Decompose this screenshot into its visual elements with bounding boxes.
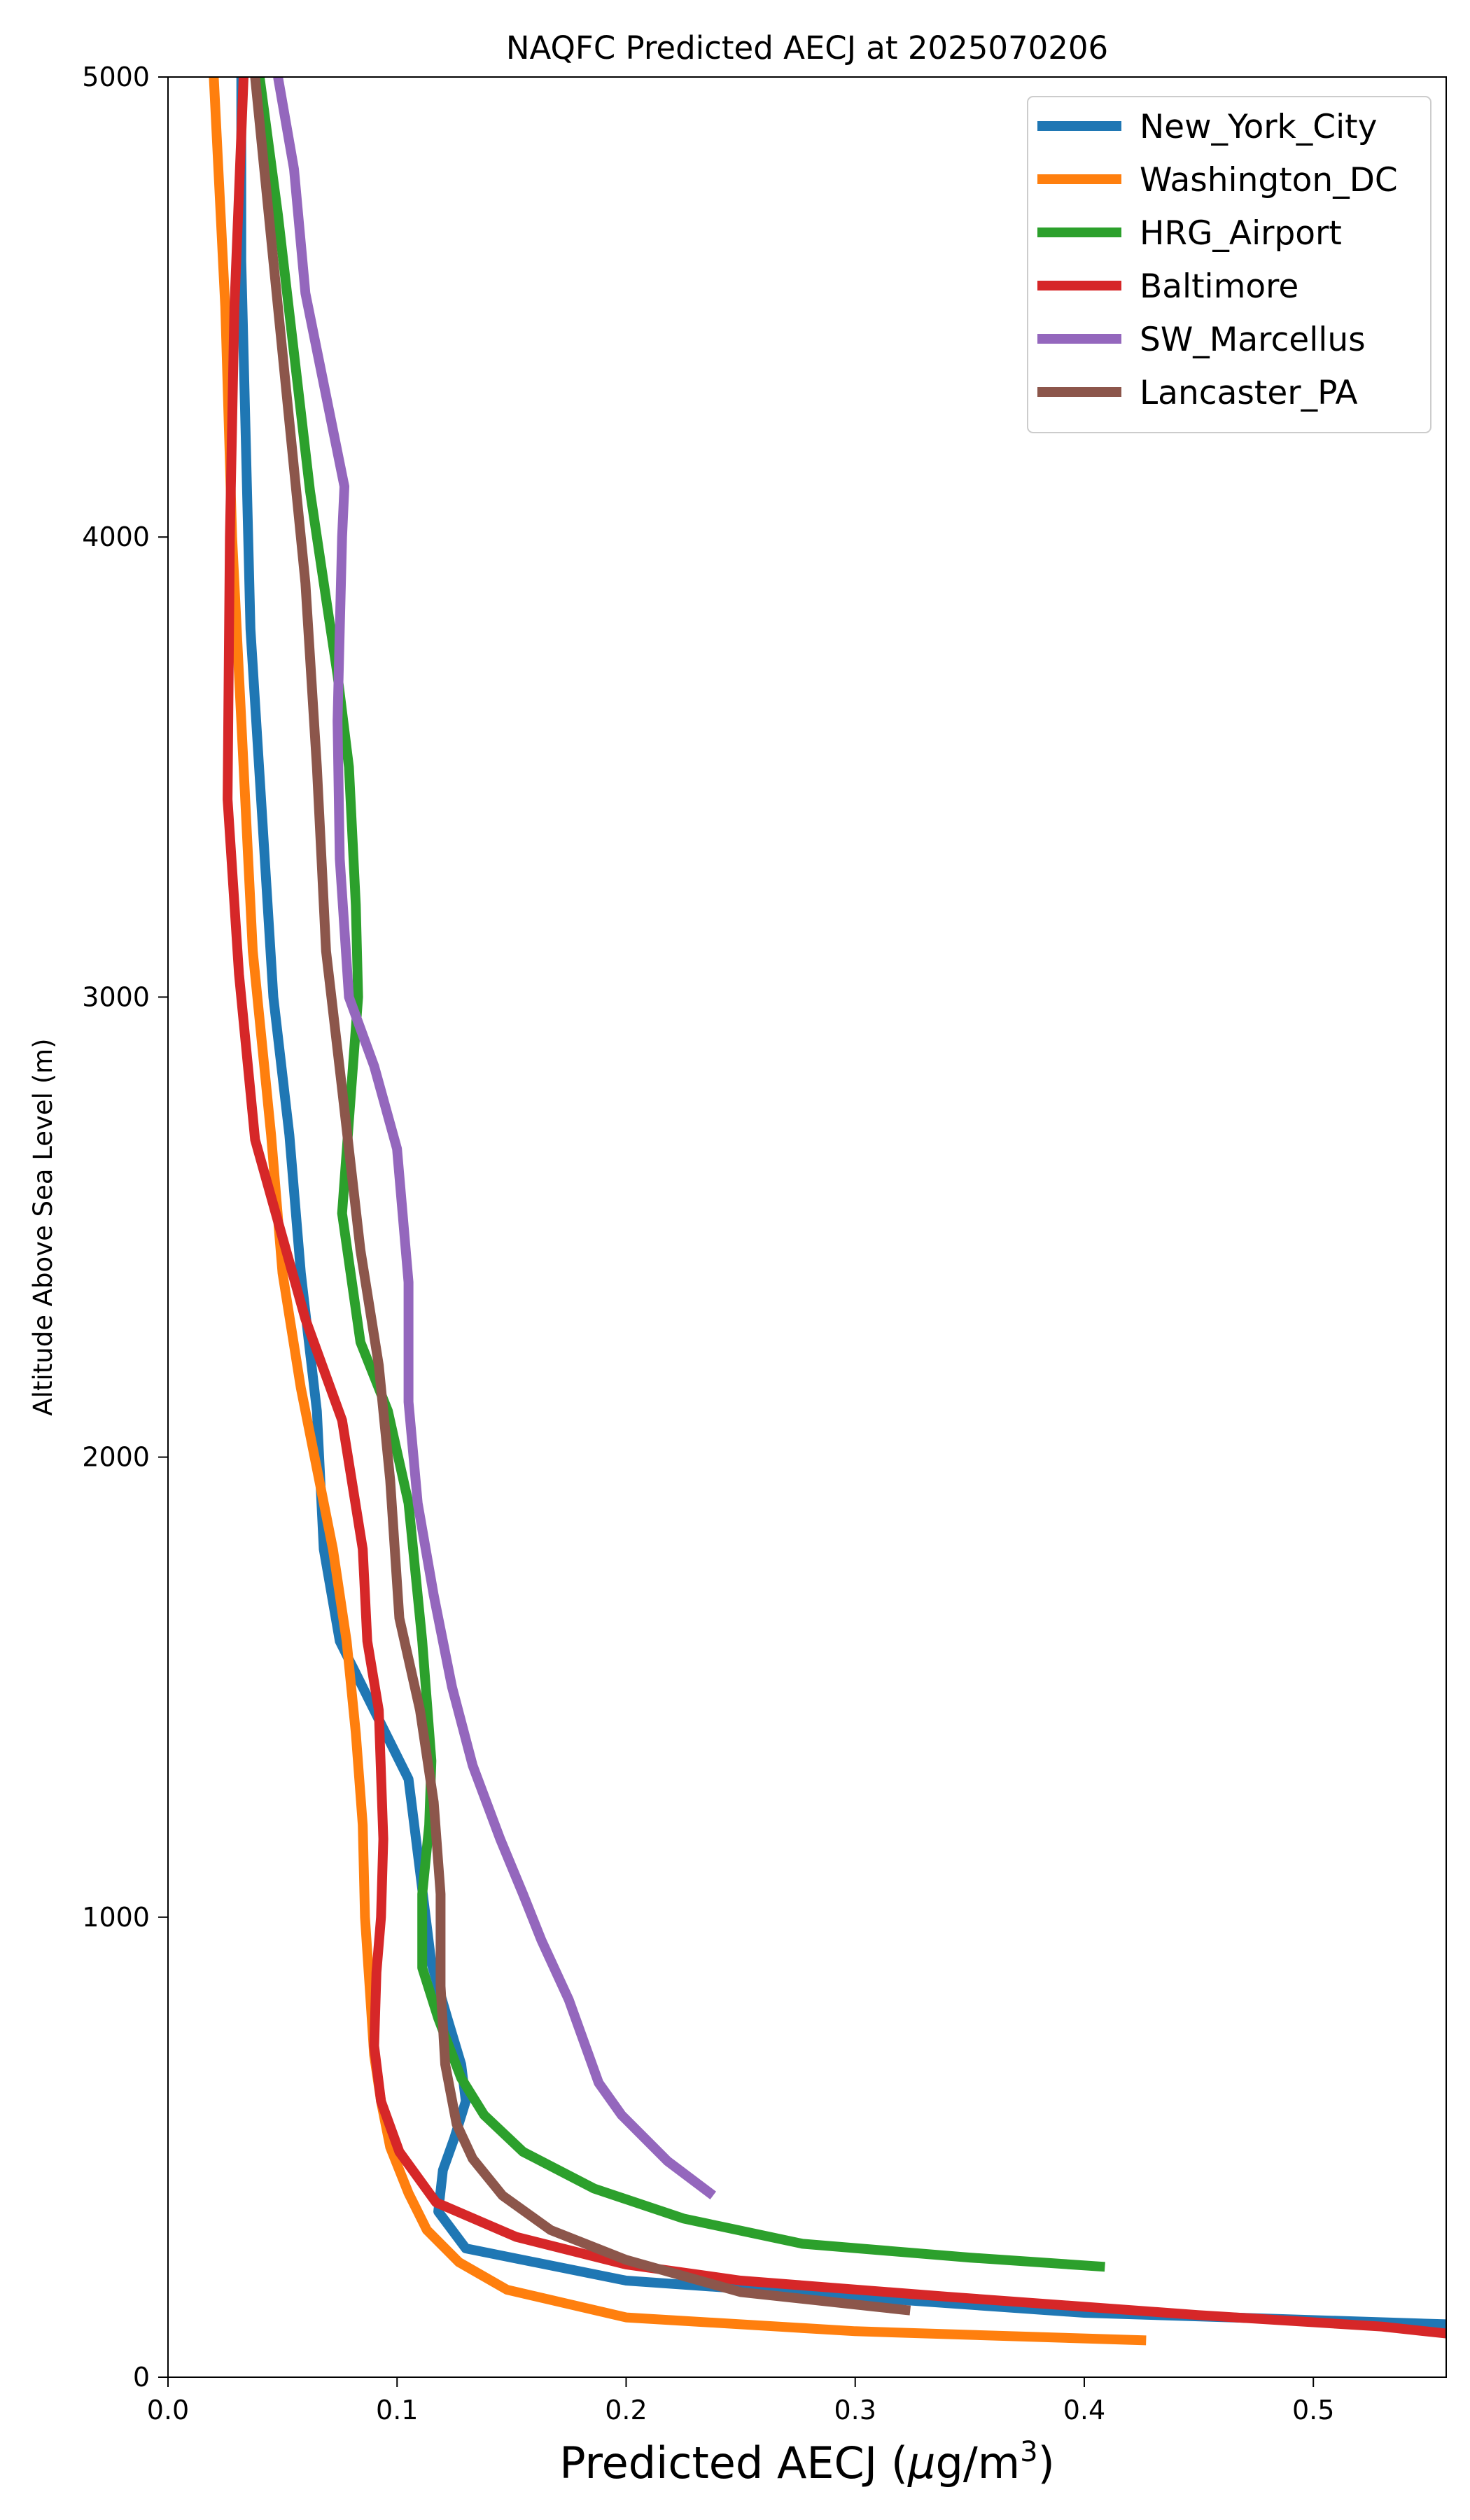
y-tick-label: 5000 [82,62,150,92]
y-axis: 0 1000 2000 3000 4000 5000 [82,62,168,2393]
legend-label-0: New_York_City [1140,108,1377,146]
y-tick-label: 2000 [82,1442,150,1473]
series-line-1 [209,77,1147,2346]
legend-label-3: Baltimore [1140,267,1298,306]
x-tick-label: 0.3 [834,2395,876,2426]
x-tick-label: 0.0 [147,2395,189,2426]
chart-title: NAQFC Predicted AECJ at 2025070206 [506,29,1108,66]
x-tick-label: 0.4 [1063,2395,1105,2426]
series-line-4 [273,77,717,2199]
legend: New_York_City Washington_DC HRG_Airport Bal… [1027,96,1432,433]
series-layer [209,77,1446,2346]
series-line-2 [254,77,1105,2272]
x-tick-label: 0.2 [605,2395,647,2426]
y-axis-label: Altitude Above Sea Level (m) [28,1038,58,1415]
legend-label-5: Lancaster_PA [1140,374,1358,412]
series-line-5 [250,77,911,2316]
y-tick-label: 4000 [82,522,150,552]
plot-frame [167,76,1447,2378]
series-line-3 [223,77,1446,2339]
y-tick-label: 1000 [82,1902,150,1933]
x-axis: 0.0 0.1 0.2 0.3 0.4 0.5 [147,2377,1334,2426]
legend-label-4: SW_Marcellus [1140,321,1366,359]
legend-label-2: HRG_Airport [1140,214,1342,253]
y-tick-label: 3000 [82,981,150,1012]
legend-box [1027,96,1432,433]
x-tick-label: 0.1 [376,2395,418,2426]
legend-label-1: Washington_DC [1140,161,1398,200]
x-axis-label: Predicted AECJ (μg/m3) [559,2436,1055,2488]
y-tick-label: 0 [133,2362,150,2393]
plot-area [167,76,1447,2378]
x-tick-label: 0.5 [1292,2395,1334,2426]
series-line-0 [236,77,1446,2330]
